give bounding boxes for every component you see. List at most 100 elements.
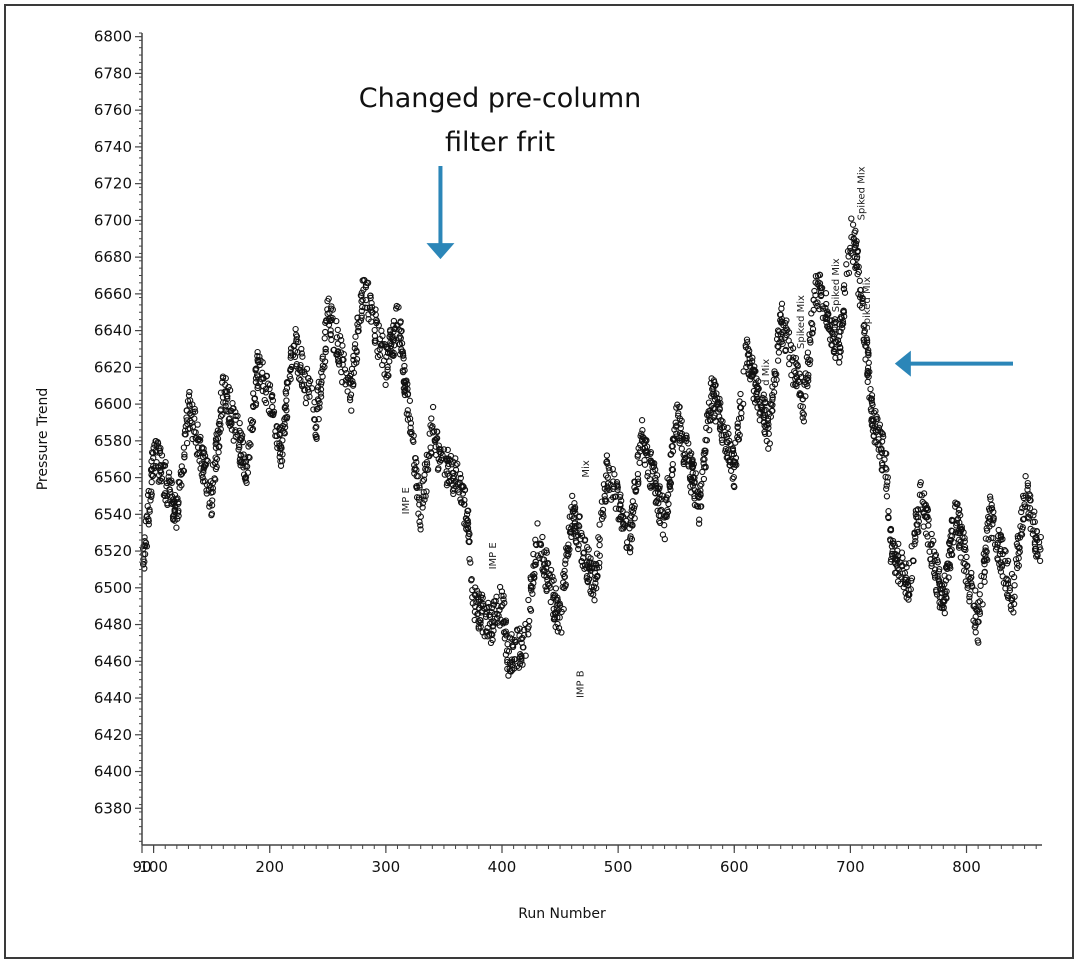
data-point <box>256 361 264 369</box>
data-point <box>148 478 155 486</box>
data-point <box>878 445 885 453</box>
annotations: Changed pre-column filter frit <box>359 83 1013 377</box>
data-point <box>421 471 428 479</box>
data-point <box>201 461 208 468</box>
data-point <box>678 417 685 425</box>
data-point <box>324 310 331 318</box>
data-point <box>236 419 243 427</box>
data-point <box>181 453 188 461</box>
data-point <box>737 414 745 422</box>
data-point <box>452 455 459 462</box>
data-point <box>525 623 532 630</box>
data-point <box>353 356 361 363</box>
data-point <box>745 370 752 377</box>
data-point <box>983 525 990 532</box>
data-point <box>862 342 869 349</box>
data-point <box>253 365 260 372</box>
data-point <box>966 591 973 598</box>
data-point <box>252 366 259 373</box>
data-point <box>463 525 470 533</box>
data-point <box>774 331 782 338</box>
data-point <box>981 569 988 576</box>
data-point <box>437 456 445 464</box>
data-point <box>912 534 919 541</box>
data-point <box>291 348 299 355</box>
data-point <box>1027 525 1034 533</box>
data-point <box>157 467 164 475</box>
data-point <box>957 554 964 561</box>
data-point <box>809 321 816 328</box>
data-point <box>181 431 188 438</box>
data-point <box>893 569 900 576</box>
data-point <box>313 423 320 430</box>
data-point <box>487 639 495 647</box>
data-point <box>253 371 261 379</box>
y-tick-label: 6640 <box>94 322 132 340</box>
data-point <box>466 556 473 563</box>
data-point <box>617 501 624 508</box>
data-point <box>397 318 404 325</box>
data-point <box>928 540 935 548</box>
data-point <box>627 521 634 528</box>
data-point <box>997 568 1005 575</box>
data-point <box>836 344 844 351</box>
data-point <box>163 483 170 490</box>
data-point <box>926 548 933 555</box>
data-point <box>744 339 751 346</box>
data-point <box>669 436 677 443</box>
data-point <box>889 548 896 555</box>
data-point <box>697 503 704 510</box>
data-point <box>1026 505 1034 512</box>
y-tick-label: 6440 <box>94 689 132 707</box>
data-point <box>883 482 890 489</box>
data-point <box>276 442 283 450</box>
data-point <box>796 370 803 377</box>
data-point <box>596 521 603 528</box>
data-point <box>883 485 890 492</box>
data-point <box>287 352 295 359</box>
data-point <box>508 656 516 663</box>
data-point <box>148 471 155 478</box>
data-point <box>669 448 677 455</box>
data-point <box>463 511 471 518</box>
data-point <box>378 342 386 349</box>
data-point <box>1027 511 1034 519</box>
x-tick-label: 800 <box>952 858 981 876</box>
arrow-down-head <box>426 243 455 260</box>
data-point <box>806 360 813 368</box>
data-point <box>348 407 355 414</box>
data-point <box>512 656 519 663</box>
data-point <box>757 403 764 410</box>
data-point <box>740 400 747 408</box>
data-point <box>960 545 968 553</box>
y-tick-label: 6780 <box>94 64 132 82</box>
data-point <box>269 403 276 411</box>
data-point <box>490 622 497 629</box>
data-point <box>803 380 810 387</box>
data-point <box>583 564 590 571</box>
data-point <box>598 498 606 505</box>
data-point <box>767 413 775 420</box>
data-point <box>1005 592 1012 600</box>
data-point <box>947 548 954 555</box>
data-point <box>879 467 886 474</box>
data-point <box>178 470 186 477</box>
data-point <box>293 336 300 343</box>
data-point <box>390 336 398 344</box>
data-point <box>778 300 786 307</box>
data-point <box>561 567 568 575</box>
data-point <box>592 580 599 587</box>
data-point <box>525 596 532 604</box>
data-point <box>569 508 576 515</box>
data-point <box>792 381 799 388</box>
data-point <box>397 328 404 335</box>
data-point <box>901 580 909 588</box>
data-point <box>746 355 753 362</box>
data-point <box>351 360 358 368</box>
data-point <box>319 373 326 380</box>
data-point <box>778 318 785 325</box>
data-point <box>936 566 943 573</box>
data-point <box>997 547 1004 555</box>
data-point <box>162 459 169 466</box>
data-point <box>259 387 266 395</box>
